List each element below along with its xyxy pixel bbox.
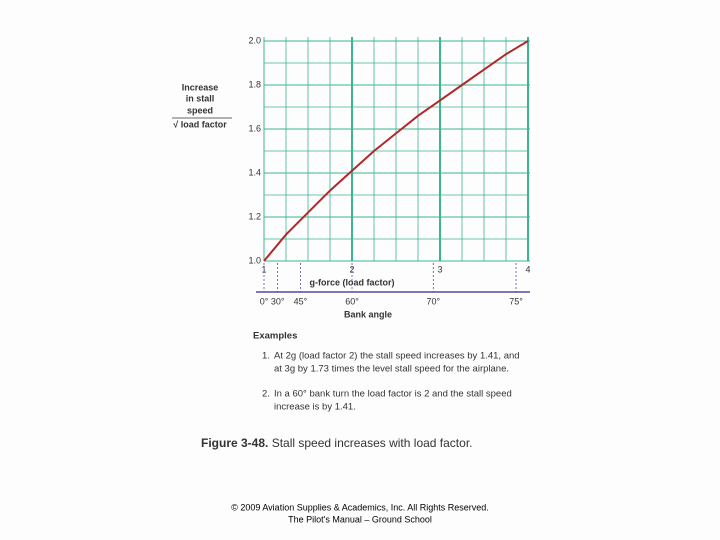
bank-tick-label: 75°	[509, 296, 523, 306]
example-text: at 3g by 1.73 times the level stall spee…	[274, 364, 509, 375]
caption-label: Figure 3-48.	[201, 436, 268, 450]
examples-heading: Examples	[253, 331, 297, 342]
y-label: speed	[187, 105, 213, 115]
x-tick-label: 3	[437, 264, 442, 274]
bank-axis-label: Bank angle	[344, 309, 392, 319]
footer: The Pilot's Manual – Ground School	[288, 514, 432, 524]
data-line	[263, 40, 529, 262]
y-tick-label: 1.0	[248, 255, 261, 265]
y-tick-label: 1.2	[248, 211, 261, 221]
y-tick-label: 1.8	[248, 79, 261, 89]
footer: © 2009 Aviation Supplies & Academics, In…	[231, 502, 489, 512]
example-text: In a 60° bank turn the load factor is 2 …	[274, 389, 512, 400]
y-label: Increase	[182, 82, 219, 92]
bank-tick-label: 45°	[294, 296, 308, 306]
example-text: increase is by 1.41.	[274, 402, 356, 413]
bank-tick-label: 60°	[345, 296, 359, 306]
caption-text: Stall speed increases with load factor.	[272, 436, 473, 450]
plot: 1.0 1.2 1.4 1.6 1.8 2.0 1 2 3 4 0° 30° 45° 60° 70° 75°	[248, 35, 530, 306]
bank-tick-label: 70°	[426, 296, 440, 306]
x-tick-label: 2	[349, 264, 354, 274]
y-tick-label: 1.6	[248, 123, 261, 133]
example-text: At 2g (load factor 2) the stall speed in…	[274, 351, 520, 362]
x-tick-label: 4	[525, 264, 530, 274]
caption: Figure 3-48. Stall speed increases with …	[201, 436, 472, 450]
bank-tick-label: 0°	[260, 296, 269, 306]
x-label: g-force (load factor)	[309, 277, 394, 287]
x-tick-label: 1	[261, 264, 266, 274]
bank-tick-label: 30°	[271, 296, 285, 306]
y-tick-label: 2.0	[248, 35, 261, 45]
example-number: 1.	[262, 351, 270, 362]
y-label: in stall	[186, 93, 215, 103]
example-number: 2.	[262, 389, 270, 400]
y-label: √ load factor	[173, 119, 227, 129]
y-tick-label: 1.4	[248, 167, 261, 177]
